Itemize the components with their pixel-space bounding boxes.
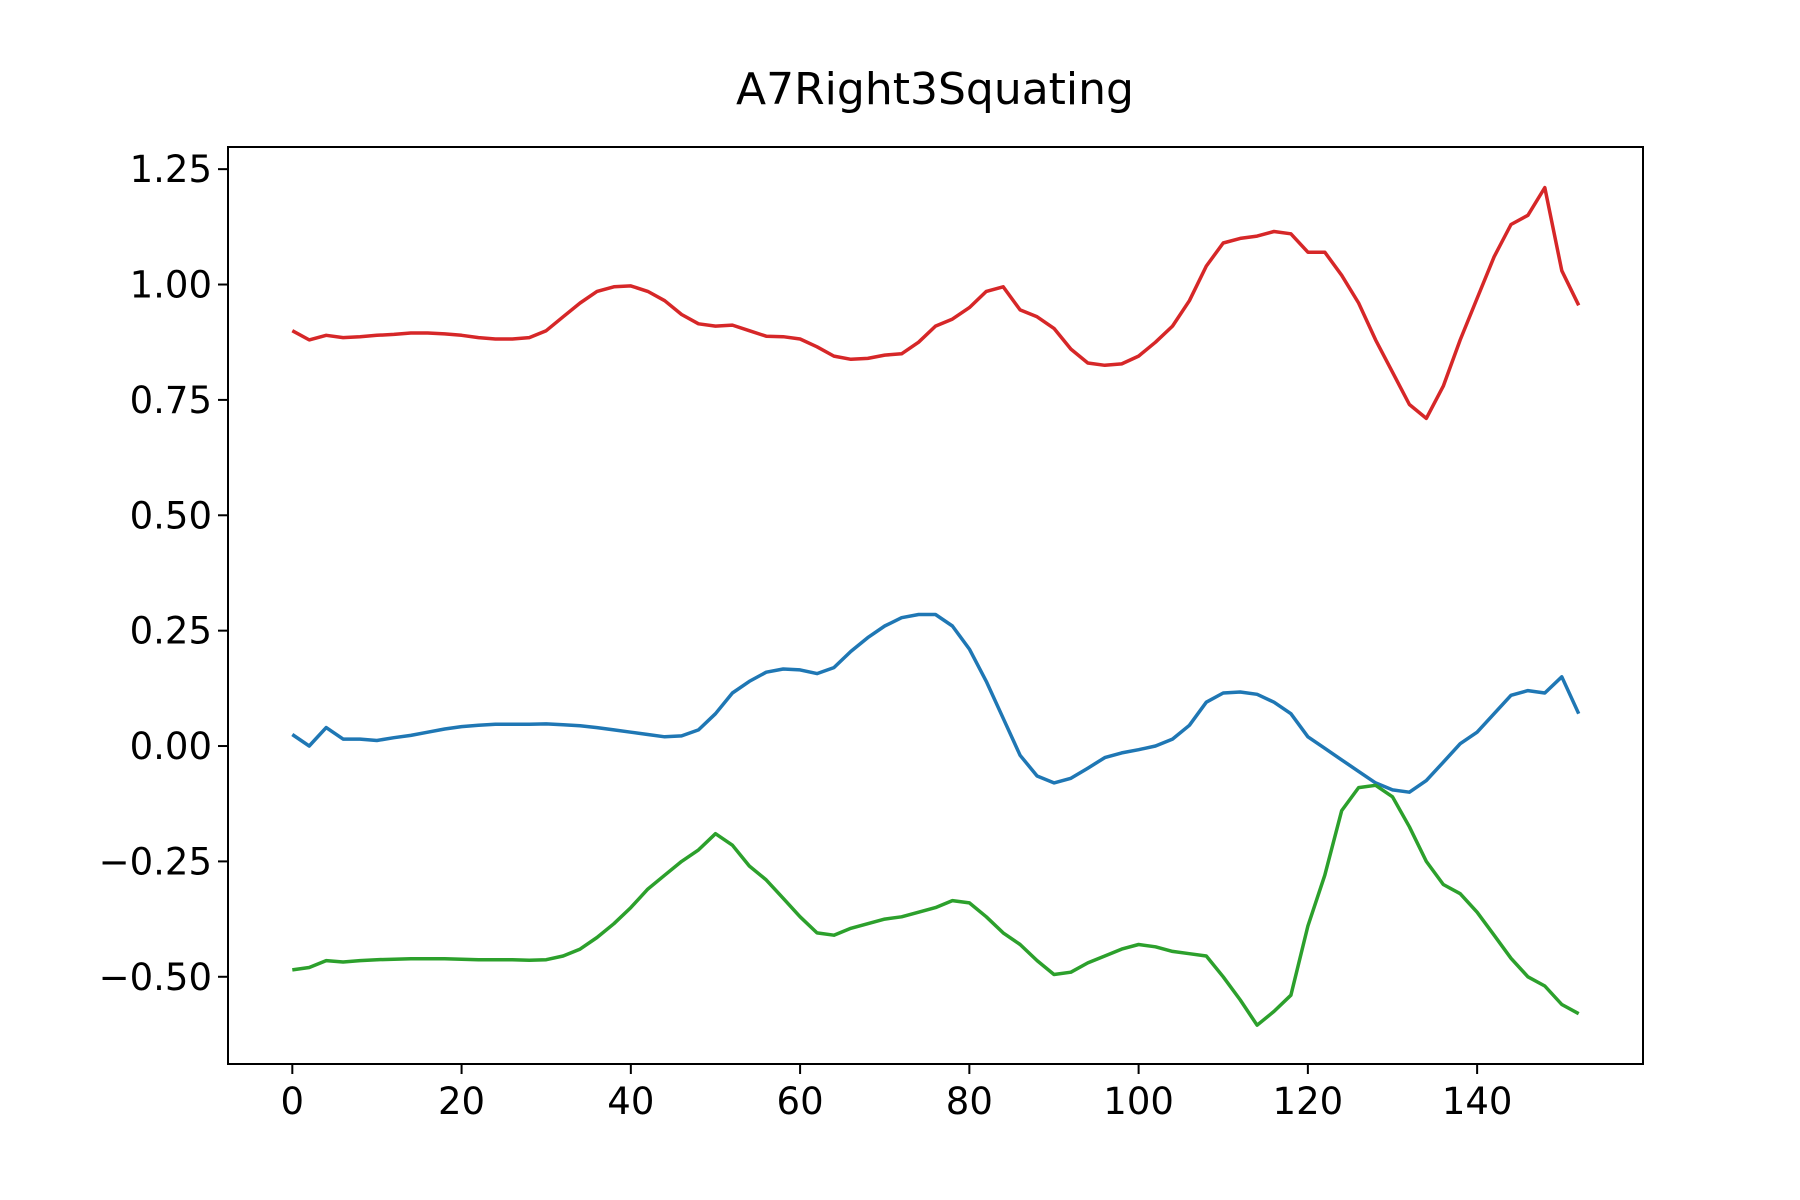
chart-title: A7Right3Squating <box>736 64 1134 115</box>
y-tick-label: 0.00 <box>130 725 212 768</box>
y-tick-label: 0.50 <box>130 494 212 537</box>
x-tick-label: 20 <box>438 1080 485 1123</box>
y-tick-label: 0.25 <box>130 610 212 653</box>
series-line <box>291 612 1581 794</box>
x-tick-label: 60 <box>777 1080 824 1123</box>
series-line <box>291 185 1581 421</box>
x-tick-label: 120 <box>1273 1080 1344 1123</box>
y-tick-label: 1.00 <box>130 264 212 307</box>
y-tick-label: −0.50 <box>99 956 212 999</box>
y-tick-label: −0.25 <box>99 840 212 883</box>
x-tick-label: 0 <box>281 1080 305 1123</box>
series-line <box>292 783 1580 1027</box>
x-tick-label: 100 <box>1103 1080 1174 1123</box>
x-tick-label: 40 <box>607 1080 654 1123</box>
y-tick-label: 1.25 <box>130 148 212 191</box>
plot-frame <box>227 146 1644 1065</box>
y-tick-label: 0.75 <box>130 379 212 422</box>
x-tick-label: 140 <box>1442 1080 1513 1123</box>
x-tick-label: 80 <box>946 1080 993 1123</box>
